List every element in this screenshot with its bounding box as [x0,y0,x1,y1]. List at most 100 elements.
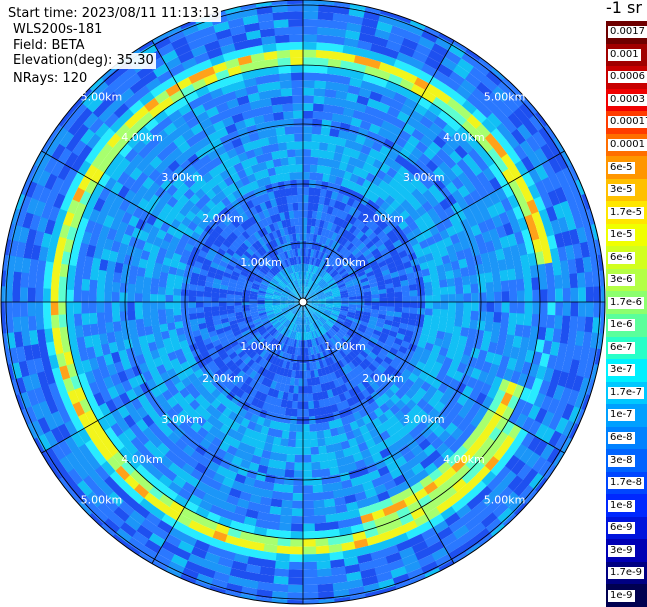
radar-cell [326,222,334,231]
radar-cell [81,290,90,302]
radar-cell [331,326,339,333]
outer-ring [0,0,606,605]
radar-cell [332,308,341,312]
radar-cell [257,299,265,302]
radar-cell [253,222,262,232]
radar-cell [60,195,73,212]
radar-cell [572,212,584,230]
radar-cell [303,118,313,127]
radar-cell [300,347,303,356]
radar-cell [561,230,573,247]
radar-cell [247,258,256,266]
radar-cell [238,361,247,371]
radar-cell [182,319,191,328]
radar-cell [295,149,304,157]
radar-cell [374,239,384,249]
radar-cell [306,316,309,325]
radar-cell [294,141,304,150]
radar-cell [307,210,313,219]
radar-cell [303,26,318,35]
radar-cell [280,399,288,408]
radar-cell [495,187,508,202]
radar-cell [86,454,101,471]
radar-cell [416,282,425,291]
radar-cell [292,362,297,371]
radar-cell [561,420,576,438]
radar-cell [265,306,274,310]
radar-cell [397,327,407,336]
radar-cell [281,165,290,174]
radar-cell [341,52,356,63]
radar-cell [293,462,303,471]
radar-cell [148,422,161,436]
radar-cell [106,132,122,148]
radar-cell [303,87,315,96]
radar-cell [307,290,314,297]
radar-cell [425,358,436,369]
radar-cell [507,323,516,336]
radar-cell [250,541,265,552]
radar-cell [368,244,378,253]
radar-cell [225,58,241,70]
radar-cell [305,347,309,356]
radar-cell [114,330,124,342]
radar-cell [261,192,271,202]
radar-cell [497,486,514,503]
radar-cell [248,462,260,472]
radar-cell [291,338,295,347]
radar-cell [212,315,221,322]
radar-cell [278,445,288,455]
radar-cell [303,64,316,73]
radar-cell [417,255,427,265]
radar-cell [298,386,303,394]
radar-cell [8,239,19,257]
radar-cell [303,309,306,318]
radar-cell [257,12,274,23]
radar-cell [67,325,77,340]
radar-cell [313,507,326,516]
radar-cell [20,315,30,332]
radar-cell [377,314,387,320]
radar-cell [345,316,354,322]
radar-cell [128,489,145,505]
colorbar-tick-label: 3e-8 [608,454,635,467]
radar-cell [329,346,337,356]
radar-cell [360,277,369,284]
radar-cell [432,361,443,372]
radar-cell [283,251,289,260]
radar-cell [324,158,334,168]
radar-cell [287,302,296,305]
radar-cell [166,419,179,432]
radar-cell [150,349,161,360]
radar-cell [531,456,547,474]
radar-cell [340,337,349,346]
radar-cell [333,296,341,299]
radar-cell [425,295,433,303]
radar-cell [253,447,264,458]
radar-cell [323,104,335,114]
radar-cell [74,123,90,141]
radar-cell [252,60,267,70]
radar-cell [276,313,284,319]
radar-cell [310,304,318,308]
radar-cell [484,218,496,231]
radar-cell [210,351,220,361]
radar-cell [303,95,315,104]
radar-cell [348,302,357,305]
radar-cell [328,174,337,184]
radar-cell [223,501,237,513]
radar-cell [306,316,311,325]
radar-cell [258,409,268,419]
radar-cell [332,12,349,23]
radar-cell [303,233,307,241]
radar-cell [285,133,295,143]
radar-cell [330,284,338,290]
radar-cell [286,321,292,329]
radar-cell [406,500,422,514]
radar-cell [445,349,456,360]
radar-cell [567,197,580,215]
radar-cell [142,309,151,319]
radar-cell [174,348,185,358]
range-rings [0,0,606,605]
radar-cell [390,66,407,79]
